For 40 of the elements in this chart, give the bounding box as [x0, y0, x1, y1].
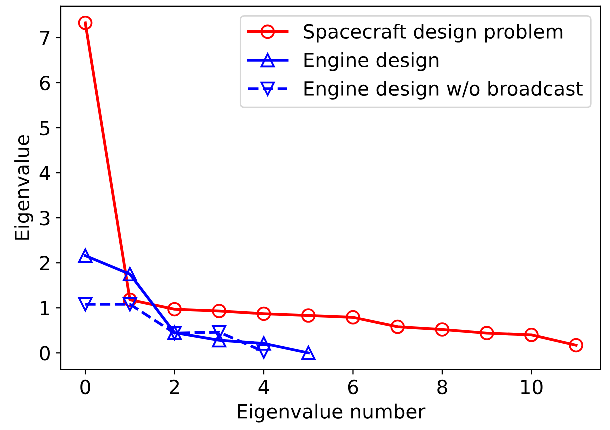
legend-label: Spacecraft design problem	[304, 24, 563, 43]
point	[212, 333, 227, 348]
y-tick-label: 1	[41, 301, 50, 316]
x-axis-title: Eigenvalue number	[238, 404, 426, 423]
y-tick-label: 7	[40, 31, 50, 46]
point	[212, 325, 227, 340]
point	[480, 326, 494, 340]
legend-label: Engine design w/o broadcast	[304, 81, 583, 100]
point	[569, 338, 584, 353]
y-tick-label: 6	[40, 76, 50, 91]
y-tick-label: 3	[40, 211, 50, 226]
point	[123, 292, 138, 308]
point	[168, 302, 182, 317]
point	[256, 306, 272, 322]
x-tick-label: 8	[438, 380, 448, 395]
point	[390, 320, 406, 334]
x-tick-label: 2	[170, 380, 180, 394]
x-tick-label: 4	[258, 380, 270, 394]
point	[256, 344, 272, 359]
point	[78, 16, 93, 30]
y-tick-label: 5	[40, 121, 50, 136]
y-tick-label: 4	[40, 166, 50, 180]
point	[78, 248, 93, 264]
point	[435, 322, 450, 337]
y-tick-label: 2	[40, 256, 50, 270]
x-tick-label: 0	[80, 380, 90, 395]
y-tick-label: 0	[40, 346, 50, 361]
point	[123, 267, 138, 282]
x-tick-label: 6	[348, 380, 358, 395]
legend-label: Engine design	[304, 52, 439, 72]
point	[524, 328, 539, 342]
point	[346, 310, 360, 325]
point	[301, 346, 316, 360]
point	[78, 297, 93, 312]
point	[301, 308, 316, 323]
point	[123, 297, 138, 312]
point	[256, 336, 272, 351]
point	[212, 304, 227, 318]
y-axis-title: Eigenvalue	[14, 135, 34, 240]
x-tick-label: 10	[521, 380, 543, 395]
